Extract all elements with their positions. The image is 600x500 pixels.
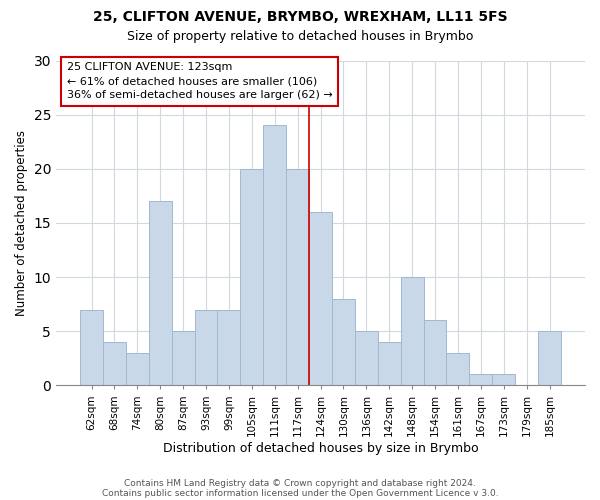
Bar	[217, 310, 241, 386]
Text: 25, CLIFTON AVENUE, BRYMBO, WREXHAM, LL11 5FS: 25, CLIFTON AVENUE, BRYMBO, WREXHAM, LL1…	[92, 10, 508, 24]
Bar	[469, 374, 492, 386]
Text: Contains public sector information licensed under the Open Government Licence v : Contains public sector information licen…	[101, 488, 499, 498]
Text: Size of property relative to detached houses in Brymbo: Size of property relative to detached ho…	[127, 30, 473, 43]
Text: Contains HM Land Registry data © Crown copyright and database right 2024.: Contains HM Land Registry data © Crown c…	[124, 478, 476, 488]
Bar	[424, 320, 446, 386]
Bar	[286, 169, 309, 386]
Text: 25 CLIFTON AVENUE: 123sqm
← 61% of detached houses are smaller (106)
36% of semi: 25 CLIFTON AVENUE: 123sqm ← 61% of detac…	[67, 62, 332, 100]
Bar	[332, 298, 355, 386]
X-axis label: Distribution of detached houses by size in Brymbo: Distribution of detached houses by size …	[163, 442, 478, 455]
Bar	[80, 310, 103, 386]
Bar	[126, 353, 149, 386]
Bar	[263, 126, 286, 386]
Bar	[194, 310, 217, 386]
Bar	[241, 169, 263, 386]
Bar	[103, 342, 126, 386]
Bar	[492, 374, 515, 386]
Bar	[378, 342, 401, 386]
Bar	[149, 201, 172, 386]
Bar	[355, 331, 378, 386]
Y-axis label: Number of detached properties: Number of detached properties	[15, 130, 28, 316]
Bar	[538, 331, 561, 386]
Bar	[446, 353, 469, 386]
Bar	[309, 212, 332, 386]
Bar	[172, 331, 194, 386]
Bar	[401, 277, 424, 386]
